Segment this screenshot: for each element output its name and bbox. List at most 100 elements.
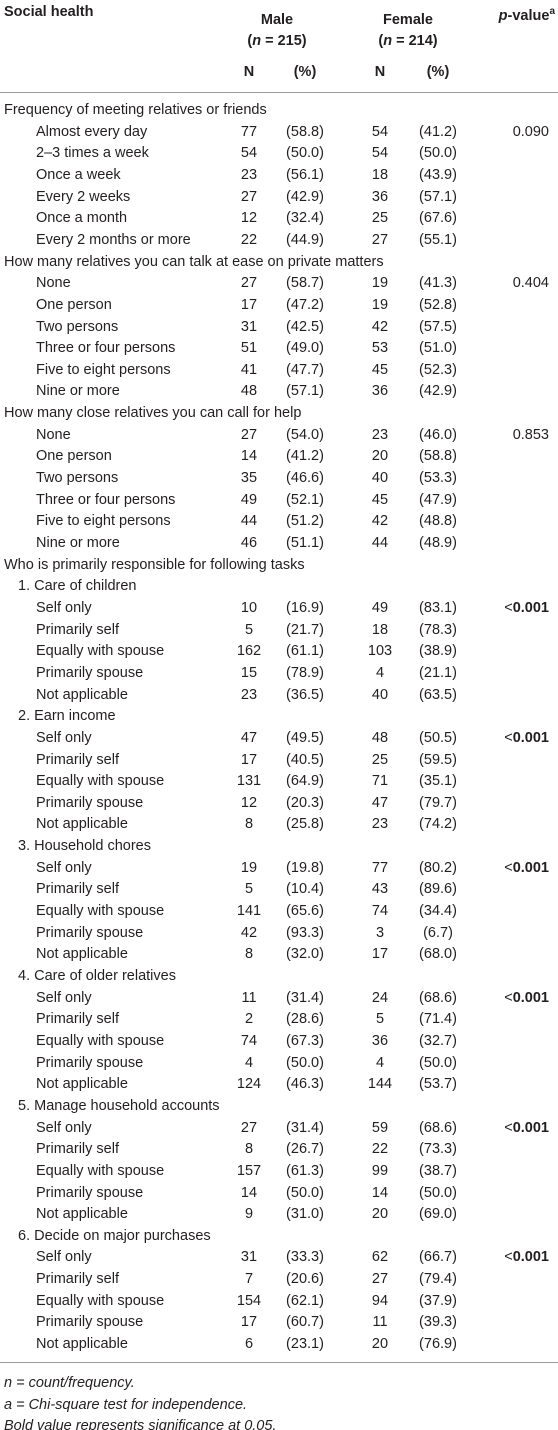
column-label: (%)	[426, 64, 450, 80]
percent-cell: (47.9)	[419, 491, 457, 508]
count-cell: 4	[244, 1054, 254, 1071]
row-label: Nine or more	[36, 535, 120, 551]
count-cell: 27	[240, 275, 258, 292]
row-label: Primarily spouse	[36, 924, 144, 941]
count-cell: 36	[371, 1032, 389, 1049]
row-label: Equally with spouse	[36, 1292, 165, 1309]
count-cell: 14	[371, 1184, 389, 1201]
count-cell: 45	[371, 361, 389, 378]
bottom-rule	[0, 1362, 558, 1363]
percent-cell: (62.1)	[286, 1292, 324, 1309]
count-cell: 42	[371, 513, 389, 530]
footnote: Bold value represents significance at 0.…	[4, 1418, 277, 1430]
count-cell: 20	[371, 1206, 389, 1223]
count-cell: 62	[371, 1249, 389, 1266]
count-cell: 25	[371, 751, 389, 768]
footnote: a = Chi-square test for independence.	[4, 1396, 248, 1413]
row-label: None	[36, 275, 71, 292]
percent-cell: (69.0)	[419, 1206, 457, 1223]
row-label: One person	[36, 448, 112, 465]
row-label: Primarily self	[36, 621, 119, 638]
percent-cell: (68.6)	[419, 989, 457, 1006]
count-cell: 40	[371, 686, 389, 703]
percent-cell: (68.0)	[419, 946, 457, 963]
percent-cell: (32.4)	[286, 210, 324, 227]
percent-cell: (53.7)	[419, 1076, 457, 1093]
percent-cell: (83.1)	[419, 599, 457, 616]
percent-cell: (6.7)	[423, 924, 453, 941]
percent-cell: (76.9)	[419, 1336, 457, 1353]
row-label: Equally with spouse	[36, 643, 165, 660]
percent-cell: (41.3)	[419, 275, 457, 292]
row-label: Equally with spouse	[36, 1162, 165, 1179]
row-label: Primarily spouse	[36, 1314, 144, 1331]
percent-cell: (20.6)	[286, 1271, 324, 1288]
percent-cell: (34.4)	[419, 903, 457, 920]
row-label: Every 2 months or more	[36, 231, 191, 248]
row-label: Primarily self	[36, 1271, 119, 1288]
row-label: Primarily self	[36, 751, 119, 768]
p-value: <0.001	[504, 1248, 549, 1266]
row-label: Two persons	[36, 318, 119, 335]
count-cell: 54	[371, 145, 389, 162]
percent-cell: (49.0)	[286, 340, 324, 357]
count-cell: 157	[236, 1162, 262, 1179]
row-label: Not applicable	[36, 1206, 128, 1223]
column-label: N	[243, 64, 255, 80]
row-label: Self only	[36, 729, 92, 746]
count-cell: 17	[240, 751, 258, 768]
percent-cell: (38.7)	[419, 1162, 457, 1179]
count: = 215)	[261, 33, 307, 49]
percent-cell: (61.1)	[286, 643, 324, 660]
count-cell: 45	[371, 491, 389, 508]
section-title: How many close relatives you can call fo…	[4, 405, 302, 422]
percent-cell: (51.2)	[286, 513, 324, 530]
count-cell: 7	[244, 1271, 254, 1288]
count-cell: 94	[371, 1292, 389, 1309]
percent-cell: (56.1)	[286, 166, 324, 183]
percent-cell: (42.5)	[286, 318, 324, 335]
percent-cell: (46.3)	[286, 1076, 324, 1093]
p-value-header: p-valuea	[499, 3, 555, 25]
group-count: (n = 215)	[247, 32, 306, 50]
row-label: Self only	[36, 1119, 92, 1136]
percent-cell: (31.4)	[286, 989, 324, 1006]
percent-cell: (48.8)	[419, 513, 457, 530]
row-label: Primarily self	[36, 1011, 119, 1028]
percent-cell: (47.7)	[286, 361, 324, 378]
percent-cell: (31.0)	[286, 1206, 324, 1223]
percent-cell: (40.5)	[286, 751, 324, 768]
p-value: <0.001	[504, 859, 549, 877]
percent-cell: (57.1)	[419, 188, 457, 205]
column-label: (%)	[293, 64, 317, 80]
group-label: Male	[260, 12, 294, 28]
percent-cell: (65.6)	[286, 903, 324, 920]
count-cell: 8	[244, 816, 254, 833]
percent-cell: (16.9)	[286, 599, 324, 616]
count-cell: 17	[240, 1314, 258, 1331]
p-sign: <	[504, 1119, 513, 1136]
count-cell: 27	[240, 1119, 258, 1136]
row-label: Primarily self	[36, 1141, 119, 1158]
percent-cell: (50.0)	[419, 1054, 457, 1071]
count-cell: 8	[244, 946, 254, 963]
percent-cell: (57.1)	[286, 383, 324, 400]
count-cell: 41	[240, 361, 258, 378]
count-cell: 31	[240, 1249, 258, 1266]
percent-cell: (21.1)	[419, 664, 457, 681]
p-value: 0.404	[512, 275, 549, 292]
percent-cell: (35.1)	[419, 773, 457, 790]
count-cell: 59	[371, 1119, 389, 1136]
row-label: Primarily spouse	[36, 1184, 144, 1201]
percent-cell: (52.1)	[286, 491, 324, 508]
group-label: Female	[383, 12, 433, 28]
percent-cell: (78.3)	[419, 621, 457, 638]
percent-cell: (48.9)	[419, 535, 457, 551]
count-cell: 4	[375, 664, 385, 681]
count-cell: 18	[371, 621, 389, 638]
count-cell: 27	[240, 426, 258, 443]
count-cell: 17	[371, 946, 389, 963]
percent-cell: (61.3)	[286, 1162, 324, 1179]
count-cell: 19	[371, 275, 389, 292]
percent-cell: (68.6)	[419, 1119, 457, 1136]
